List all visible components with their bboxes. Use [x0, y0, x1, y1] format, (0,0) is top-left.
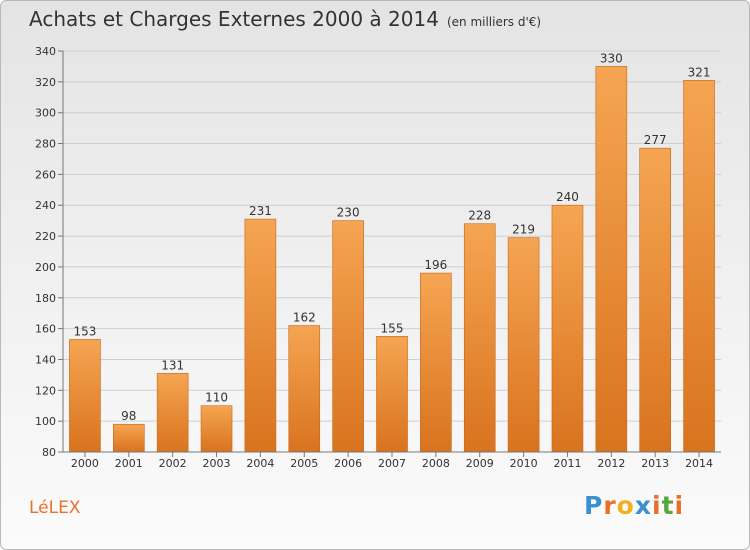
logo-letter: P: [584, 491, 604, 520]
y-tick-label: 220: [35, 230, 56, 243]
y-tick-label: 280: [35, 138, 56, 151]
data-label-2009: 228: [468, 209, 491, 223]
bar-2008: [420, 272, 452, 453]
axes: 80 100 120 140 160 180 200 220 240 260 280 300 320 34…: [35, 45, 721, 470]
bar-2002: [156, 373, 189, 453]
bars: [69, 66, 715, 453]
data-label-2006: 230: [337, 206, 360, 220]
data-label-2000: 153: [73, 324, 96, 338]
y-tick-label: 320: [35, 76, 56, 89]
data-label-2012: 330: [600, 51, 623, 65]
data-label-2013: 277: [644, 133, 667, 147]
bar-2014: [683, 80, 715, 453]
y-tick-label: 200: [35, 261, 56, 274]
y-tick-label: 340: [35, 45, 56, 58]
x-tick-label: 2000: [71, 457, 99, 470]
x-tick-label: 2011: [553, 457, 581, 470]
bar-2003: [200, 405, 233, 453]
bar-2000: [69, 339, 101, 453]
data-label-2005: 162: [293, 311, 316, 325]
x-tick-label: 2005: [290, 457, 318, 470]
chart-title-text: Achats et Charges Externes 2000 à 2014: [29, 7, 439, 31]
logo-letter: i: [652, 491, 662, 520]
x-tick-label: 2004: [246, 457, 274, 470]
x-tick-label: 2001: [115, 457, 143, 470]
logo-letter: x: [634, 491, 652, 520]
commune-name: LéLEX: [29, 498, 81, 518]
x-tick-label: 2009: [466, 457, 494, 470]
proxiti-logo: Proxiti: [584, 491, 684, 520]
data-label-2010: 219: [512, 223, 535, 237]
data-labels: 153 98 131 110 231 162 230 155 196 228 219 240 330 27…: [73, 51, 710, 423]
y-tick-label: 140: [35, 353, 56, 366]
x-tick-label: 2002: [159, 457, 187, 470]
x-tick-label: 2007: [378, 457, 406, 470]
data-label-2008: 196: [424, 258, 447, 272]
x-tick-label: 2008: [422, 457, 450, 470]
data-label-2001: 98: [121, 409, 136, 423]
bar-2004: [244, 218, 277, 453]
data-label-2011: 240: [556, 190, 579, 204]
logo-letter: t: [661, 491, 675, 520]
y-tick-label: 80: [42, 446, 56, 459]
y-tick-label: 180: [35, 292, 56, 305]
logo-letter: i: [674, 491, 685, 520]
y-tick-label: 100: [35, 415, 56, 428]
x-tick-label: 2003: [203, 457, 231, 470]
bar-2011: [551, 204, 584, 453]
bar-2001: [113, 423, 145, 453]
bar-2005: [288, 325, 321, 453]
bar-2013: [639, 147, 672, 453]
y-tick-label: 260: [35, 168, 56, 181]
y-tick-label: 160: [35, 323, 56, 336]
data-label-2004: 231: [249, 204, 272, 218]
bar-2007: [376, 336, 408, 453]
data-label-2003: 110: [205, 391, 228, 405]
data-label-2007: 155: [381, 321, 404, 335]
bar-2012: [595, 66, 628, 453]
logo-letter: o: [616, 491, 635, 520]
data-label-2002: 131: [161, 358, 184, 372]
x-tick-label: 2014: [685, 457, 713, 470]
bar-2009: [463, 223, 496, 453]
logo-letter: r: [603, 491, 617, 520]
data-label-2014: 321: [688, 65, 711, 79]
x-tick-label: 2013: [641, 457, 669, 470]
bar-2010: [507, 237, 540, 453]
y-tick-label: 240: [35, 199, 56, 212]
y-tick-label: 300: [35, 107, 56, 120]
y-tick-label: 120: [35, 384, 56, 397]
x-tick-label: 2012: [597, 457, 625, 470]
chart-subtitle: (en milliers d'€): [446, 15, 542, 29]
x-tick-label: 2010: [510, 457, 538, 470]
x-tick-label: 2006: [334, 457, 362, 470]
chart-title: Achats et Charges Externes 2000 à 2014 (e…: [29, 7, 541, 31]
bar-2006: [332, 220, 364, 453]
